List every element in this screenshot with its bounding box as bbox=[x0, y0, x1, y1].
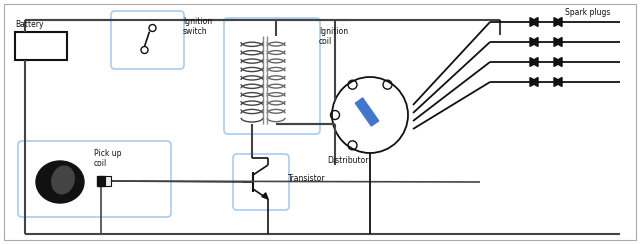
Polygon shape bbox=[554, 58, 562, 67]
Polygon shape bbox=[262, 193, 268, 199]
Polygon shape bbox=[530, 78, 538, 87]
Polygon shape bbox=[530, 38, 538, 47]
Polygon shape bbox=[554, 38, 562, 46]
Polygon shape bbox=[554, 58, 562, 66]
Bar bbox=[97, 176, 105, 186]
Text: Distributor: Distributor bbox=[327, 156, 369, 165]
Ellipse shape bbox=[52, 166, 74, 194]
Polygon shape bbox=[554, 18, 562, 27]
Text: Ignition
switch: Ignition switch bbox=[183, 17, 212, 36]
Text: Pick up
coil: Pick up coil bbox=[94, 149, 122, 168]
Text: Transistor: Transistor bbox=[288, 174, 326, 183]
Polygon shape bbox=[554, 78, 562, 86]
Bar bbox=[15, 32, 67, 60]
Polygon shape bbox=[530, 58, 538, 66]
Polygon shape bbox=[530, 58, 538, 67]
Ellipse shape bbox=[36, 161, 84, 203]
Polygon shape bbox=[554, 38, 562, 47]
Text: Battery: Battery bbox=[15, 20, 44, 29]
Text: Ignition
coil: Ignition coil bbox=[319, 27, 348, 46]
Polygon shape bbox=[530, 38, 538, 46]
Polygon shape bbox=[554, 18, 562, 26]
Bar bbox=[105, 176, 111, 186]
Text: Spark plugs: Spark plugs bbox=[565, 8, 611, 17]
Polygon shape bbox=[530, 78, 538, 86]
Polygon shape bbox=[554, 78, 562, 87]
Polygon shape bbox=[530, 18, 538, 27]
Polygon shape bbox=[530, 18, 538, 26]
Polygon shape bbox=[355, 98, 379, 126]
